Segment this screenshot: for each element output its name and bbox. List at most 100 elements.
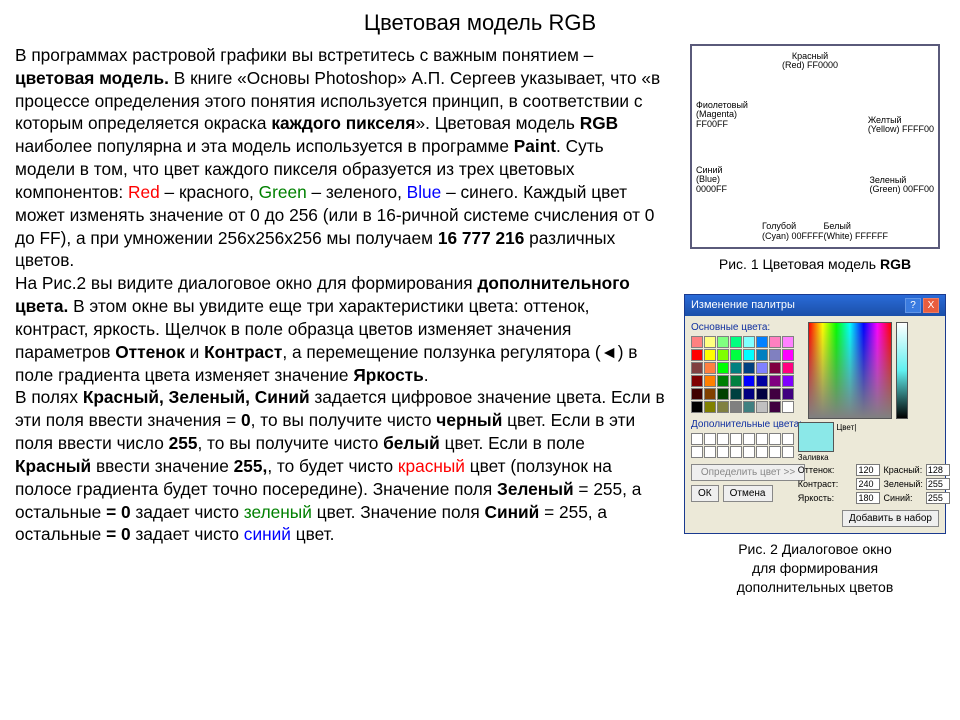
custom-swatch[interactable] xyxy=(782,446,794,458)
color-swatch[interactable] xyxy=(782,349,794,361)
cap: Рис. 1 Цветовая модель xyxy=(719,256,880,272)
hue-input[interactable] xyxy=(856,464,880,476)
color-swatch[interactable] xyxy=(743,401,755,413)
b-input[interactable] xyxy=(926,492,950,504)
color-swatch[interactable] xyxy=(769,375,781,387)
color-swatch[interactable] xyxy=(756,362,768,374)
cancel-button[interactable]: Отмена xyxy=(723,485,773,502)
color-swatch[interactable] xyxy=(730,349,742,361)
color-swatch[interactable] xyxy=(769,349,781,361)
lbl-red: Красный(Red) FF0000 xyxy=(782,52,838,71)
color-swatch[interactable] xyxy=(756,375,768,387)
t: RGB xyxy=(580,113,618,133)
color-swatch[interactable] xyxy=(743,349,755,361)
custom-swatch[interactable] xyxy=(704,433,716,445)
color-swatch[interactable] xyxy=(756,336,768,348)
custom-swatch[interactable] xyxy=(717,433,729,445)
color-swatch[interactable] xyxy=(782,336,794,348)
custom-swatch[interactable] xyxy=(769,446,781,458)
hue-label: Оттенок: xyxy=(798,465,854,475)
figures: Красный(Red) FF0000 Желтый(Yellow) FFFF0… xyxy=(680,44,950,597)
color-swatch[interactable] xyxy=(782,388,794,400)
t: – красного, xyxy=(160,182,259,202)
custom-swatch[interactable] xyxy=(756,446,768,458)
color-swatch[interactable] xyxy=(717,401,729,413)
color-swatch[interactable] xyxy=(704,362,716,374)
color-swatch[interactable] xyxy=(769,336,781,348)
color-swatch[interactable] xyxy=(756,401,768,413)
color-swatch[interactable] xyxy=(743,388,755,400)
g-input[interactable] xyxy=(926,478,950,490)
color-swatch[interactable] xyxy=(730,336,742,348)
color-swatch[interactable] xyxy=(743,362,755,374)
window-controls: ? X xyxy=(905,298,939,313)
cap: дополнительных цветов xyxy=(737,578,894,597)
color-swatch[interactable] xyxy=(782,362,794,374)
custom-swatch[interactable] xyxy=(743,446,755,458)
t-red: красный xyxy=(398,456,465,476)
close-icon[interactable]: X xyxy=(923,298,939,313)
custom-swatch[interactable] xyxy=(730,433,742,445)
color-swatch[interactable] xyxy=(782,401,794,413)
t: цвет. Значение поля xyxy=(312,502,485,522)
color-swatch[interactable] xyxy=(730,375,742,387)
t: цветовая модель. xyxy=(15,68,169,88)
t: , то будет чисто xyxy=(267,456,398,476)
basic-color-grid[interactable] xyxy=(691,336,806,413)
color-swatch[interactable] xyxy=(730,362,742,374)
color-swatch[interactable] xyxy=(769,362,781,374)
color-swatch[interactable] xyxy=(743,336,755,348)
custom-swatch[interactable] xyxy=(730,446,742,458)
color-swatch[interactable] xyxy=(769,401,781,413)
define-color-button[interactable]: Определить цвет >> xyxy=(691,464,805,481)
lbl-cyan: Голубой(Cyan) 00FFFF xyxy=(762,222,824,241)
t: Зеленый xyxy=(497,479,574,499)
custom-color-grid[interactable] xyxy=(691,433,806,458)
color-swatch[interactable] xyxy=(717,362,729,374)
color-gradient[interactable] xyxy=(808,322,892,419)
color-swatch[interactable] xyxy=(730,388,742,400)
dialog-titlebar: Изменение палитры ? X xyxy=(685,295,945,316)
color-swatch[interactable] xyxy=(691,375,703,387)
color-swatch[interactable] xyxy=(704,401,716,413)
color-swatch[interactable] xyxy=(691,336,703,348)
color-swatch[interactable] xyxy=(782,375,794,387)
custom-swatch[interactable] xyxy=(717,446,729,458)
custom-swatch[interactable] xyxy=(704,446,716,458)
t-red: Red xyxy=(128,182,160,202)
lum-input[interactable] xyxy=(856,492,880,504)
color-swatch[interactable] xyxy=(730,401,742,413)
color-swatch[interactable] xyxy=(704,349,716,361)
t: задает чисто xyxy=(131,524,244,544)
color-swatch[interactable] xyxy=(717,388,729,400)
color-swatch[interactable] xyxy=(717,375,729,387)
t: цвет. xyxy=(291,524,335,544)
color-swatch[interactable] xyxy=(756,388,768,400)
custom-swatch[interactable] xyxy=(782,433,794,445)
color-swatch[interactable] xyxy=(717,349,729,361)
color-swatch[interactable] xyxy=(691,362,703,374)
color-swatch[interactable] xyxy=(691,388,703,400)
color-swatch[interactable] xyxy=(704,375,716,387)
color-swatch[interactable] xyxy=(756,349,768,361)
color-swatch[interactable] xyxy=(704,388,716,400)
help-icon[interactable]: ? xyxy=(905,298,921,313)
custom-swatch[interactable] xyxy=(691,446,703,458)
custom-swatch[interactable] xyxy=(769,433,781,445)
add-to-set-button[interactable]: Добавить в набор xyxy=(842,510,939,527)
custom-swatch[interactable] xyxy=(756,433,768,445)
color-swatch[interactable] xyxy=(691,401,703,413)
color-swatch[interactable] xyxy=(743,375,755,387)
color-swatch[interactable] xyxy=(691,349,703,361)
color-swatch[interactable] xyxy=(704,336,716,348)
custom-swatch[interactable] xyxy=(743,433,755,445)
sat-input[interactable] xyxy=(856,478,880,490)
luminance-slider[interactable] xyxy=(896,322,908,419)
color-swatch[interactable] xyxy=(717,336,729,348)
t: В программах растровой графики вы встрет… xyxy=(15,45,593,65)
custom-swatch[interactable] xyxy=(691,433,703,445)
t: каждого пикселя xyxy=(271,113,415,133)
ok-button[interactable]: ОК xyxy=(691,485,719,502)
color-swatch[interactable] xyxy=(769,388,781,400)
r-input[interactable] xyxy=(926,464,950,476)
